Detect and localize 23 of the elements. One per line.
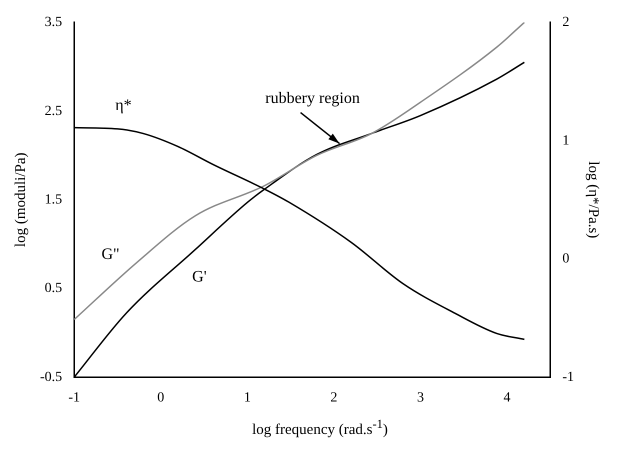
y-tick-label: 1.5 (44, 192, 62, 208)
x-tick-label: 3 (416, 390, 424, 406)
y-tick-label: 2.5 (44, 104, 62, 119)
y-tick-label: 3.5 (44, 15, 62, 30)
y2-tick-label: 1 (562, 133, 570, 148)
x-axis-title: log frequency (rad.s$^{-1}$) (251, 416, 389, 440)
x-tick-label: 4 (504, 390, 511, 406)
series-label: η* (115, 96, 132, 114)
x-tick-label: 1 (244, 390, 251, 406)
annotation: rubbery region (265, 90, 360, 107)
y2-tick-label: -1 (562, 370, 574, 385)
x-tick-label: 0 (157, 390, 164, 406)
x-tick-label: -1 (68, 390, 80, 406)
y-tick-label: -0.5 (40, 370, 62, 385)
series-label: G' (192, 268, 207, 286)
y2-tick-label: 0 (562, 252, 570, 267)
y2-tick-label: 2 (562, 15, 570, 30)
x-tick-label: 2 (330, 390, 338, 406)
y-tick-label: 0.5 (44, 281, 62, 296)
series-label: G" (101, 246, 120, 263)
y2-axis-title: log (η*/Pa.s) (585, 161, 602, 238)
y-axis-title: log (moduli/Pa) (12, 152, 29, 248)
line-series (74, 22, 526, 320)
